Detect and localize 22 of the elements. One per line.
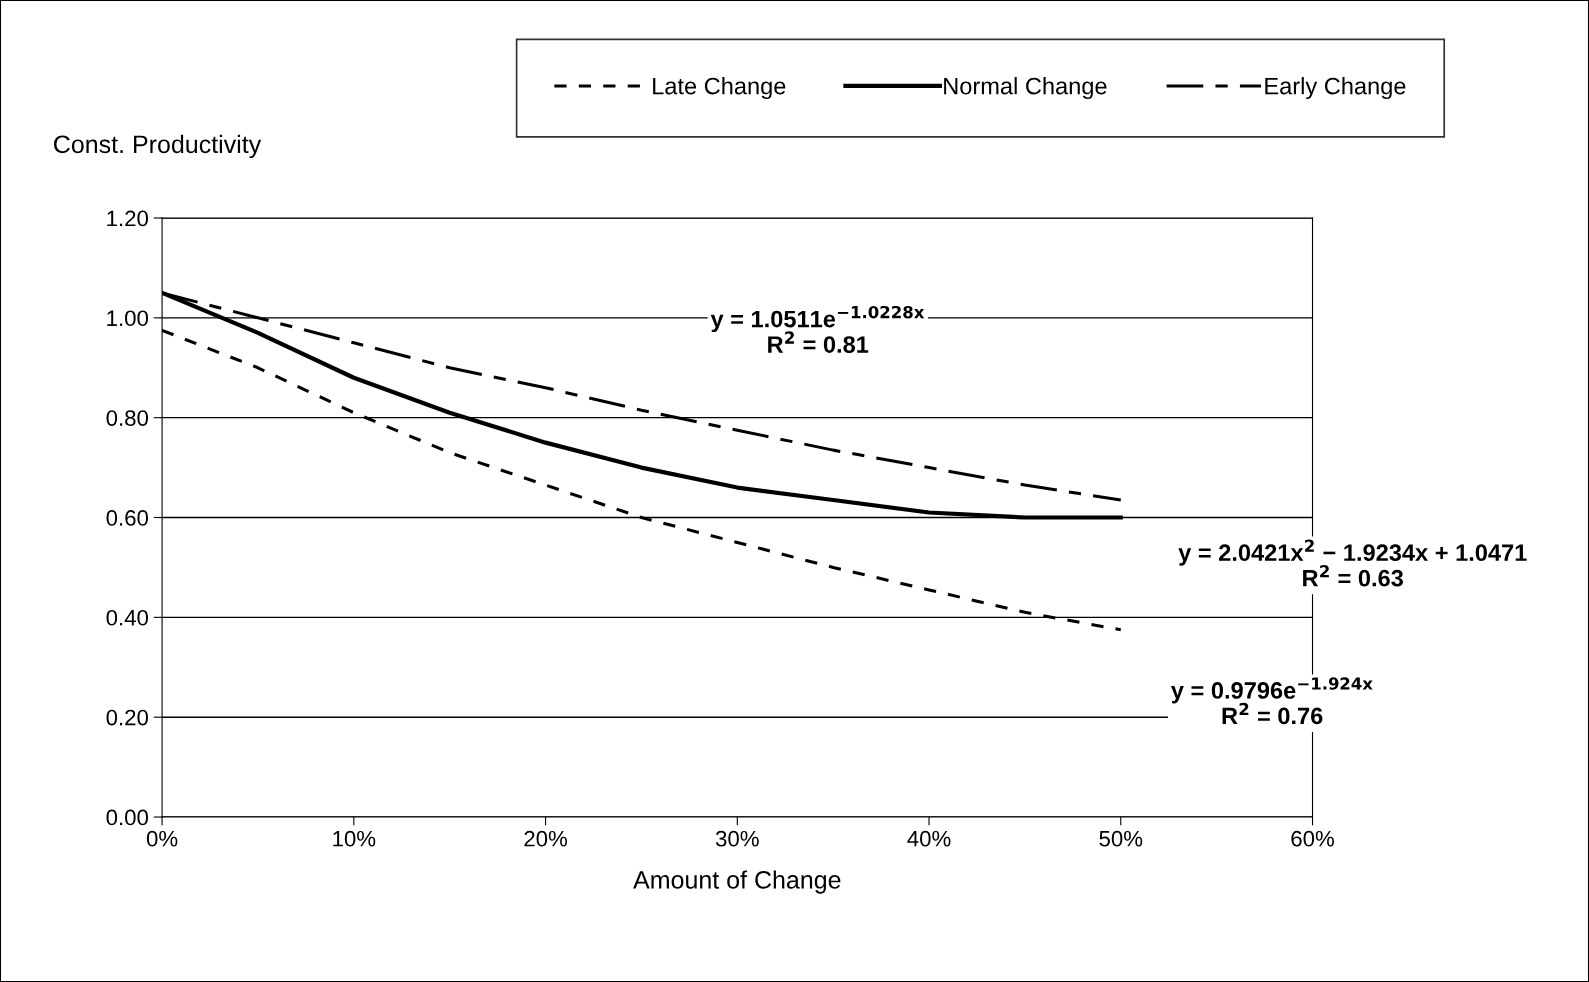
text: y = 0.9796e$^{−1.924x}$ R$^{2}$ = 0.76 (1171, 677, 1373, 725)
x-tick-label: 20% (524, 830, 568, 847)
legend-label: Late Change (653, 77, 786, 100)
y-tick-label: 1.00 (107, 310, 149, 327)
y-tick-label: 0.00 (106, 809, 149, 826)
legend-label: Normal Change (944, 77, 1107, 100)
annotation: y = 2.0421x$^{2}$ − 1.9234x + 1.0471 R$^{2}$ = 0.63 (1178, 539, 1527, 587)
x-tick-label: 10% (333, 830, 376, 847)
y-tick-label: 0.80 (106, 410, 149, 426)
y-tick-label: 0.40 (106, 609, 149, 626)
x-axis-title: Amount of Change (633, 870, 841, 894)
text: y = 1.0511e$^{−1.0228x}$ R$^{2}$ = 0.81 (710, 305, 925, 353)
x-tick-label: 60% (1291, 830, 1334, 847)
x-tick-label: 0% (146, 830, 178, 847)
x-tick-label: 40% (907, 830, 951, 847)
legend-label: Early Change (1265, 77, 1406, 100)
y-axis-title: Const. Productivity (54, 134, 262, 159)
y-tick-label: 0.60 (106, 510, 149, 526)
x-tick-label: 50% (1099, 830, 1143, 847)
y-tick-label: 0.20 (106, 709, 149, 726)
y-tick-label: 1.20 (107, 210, 149, 227)
x-tick-label: 30% (715, 830, 759, 847)
